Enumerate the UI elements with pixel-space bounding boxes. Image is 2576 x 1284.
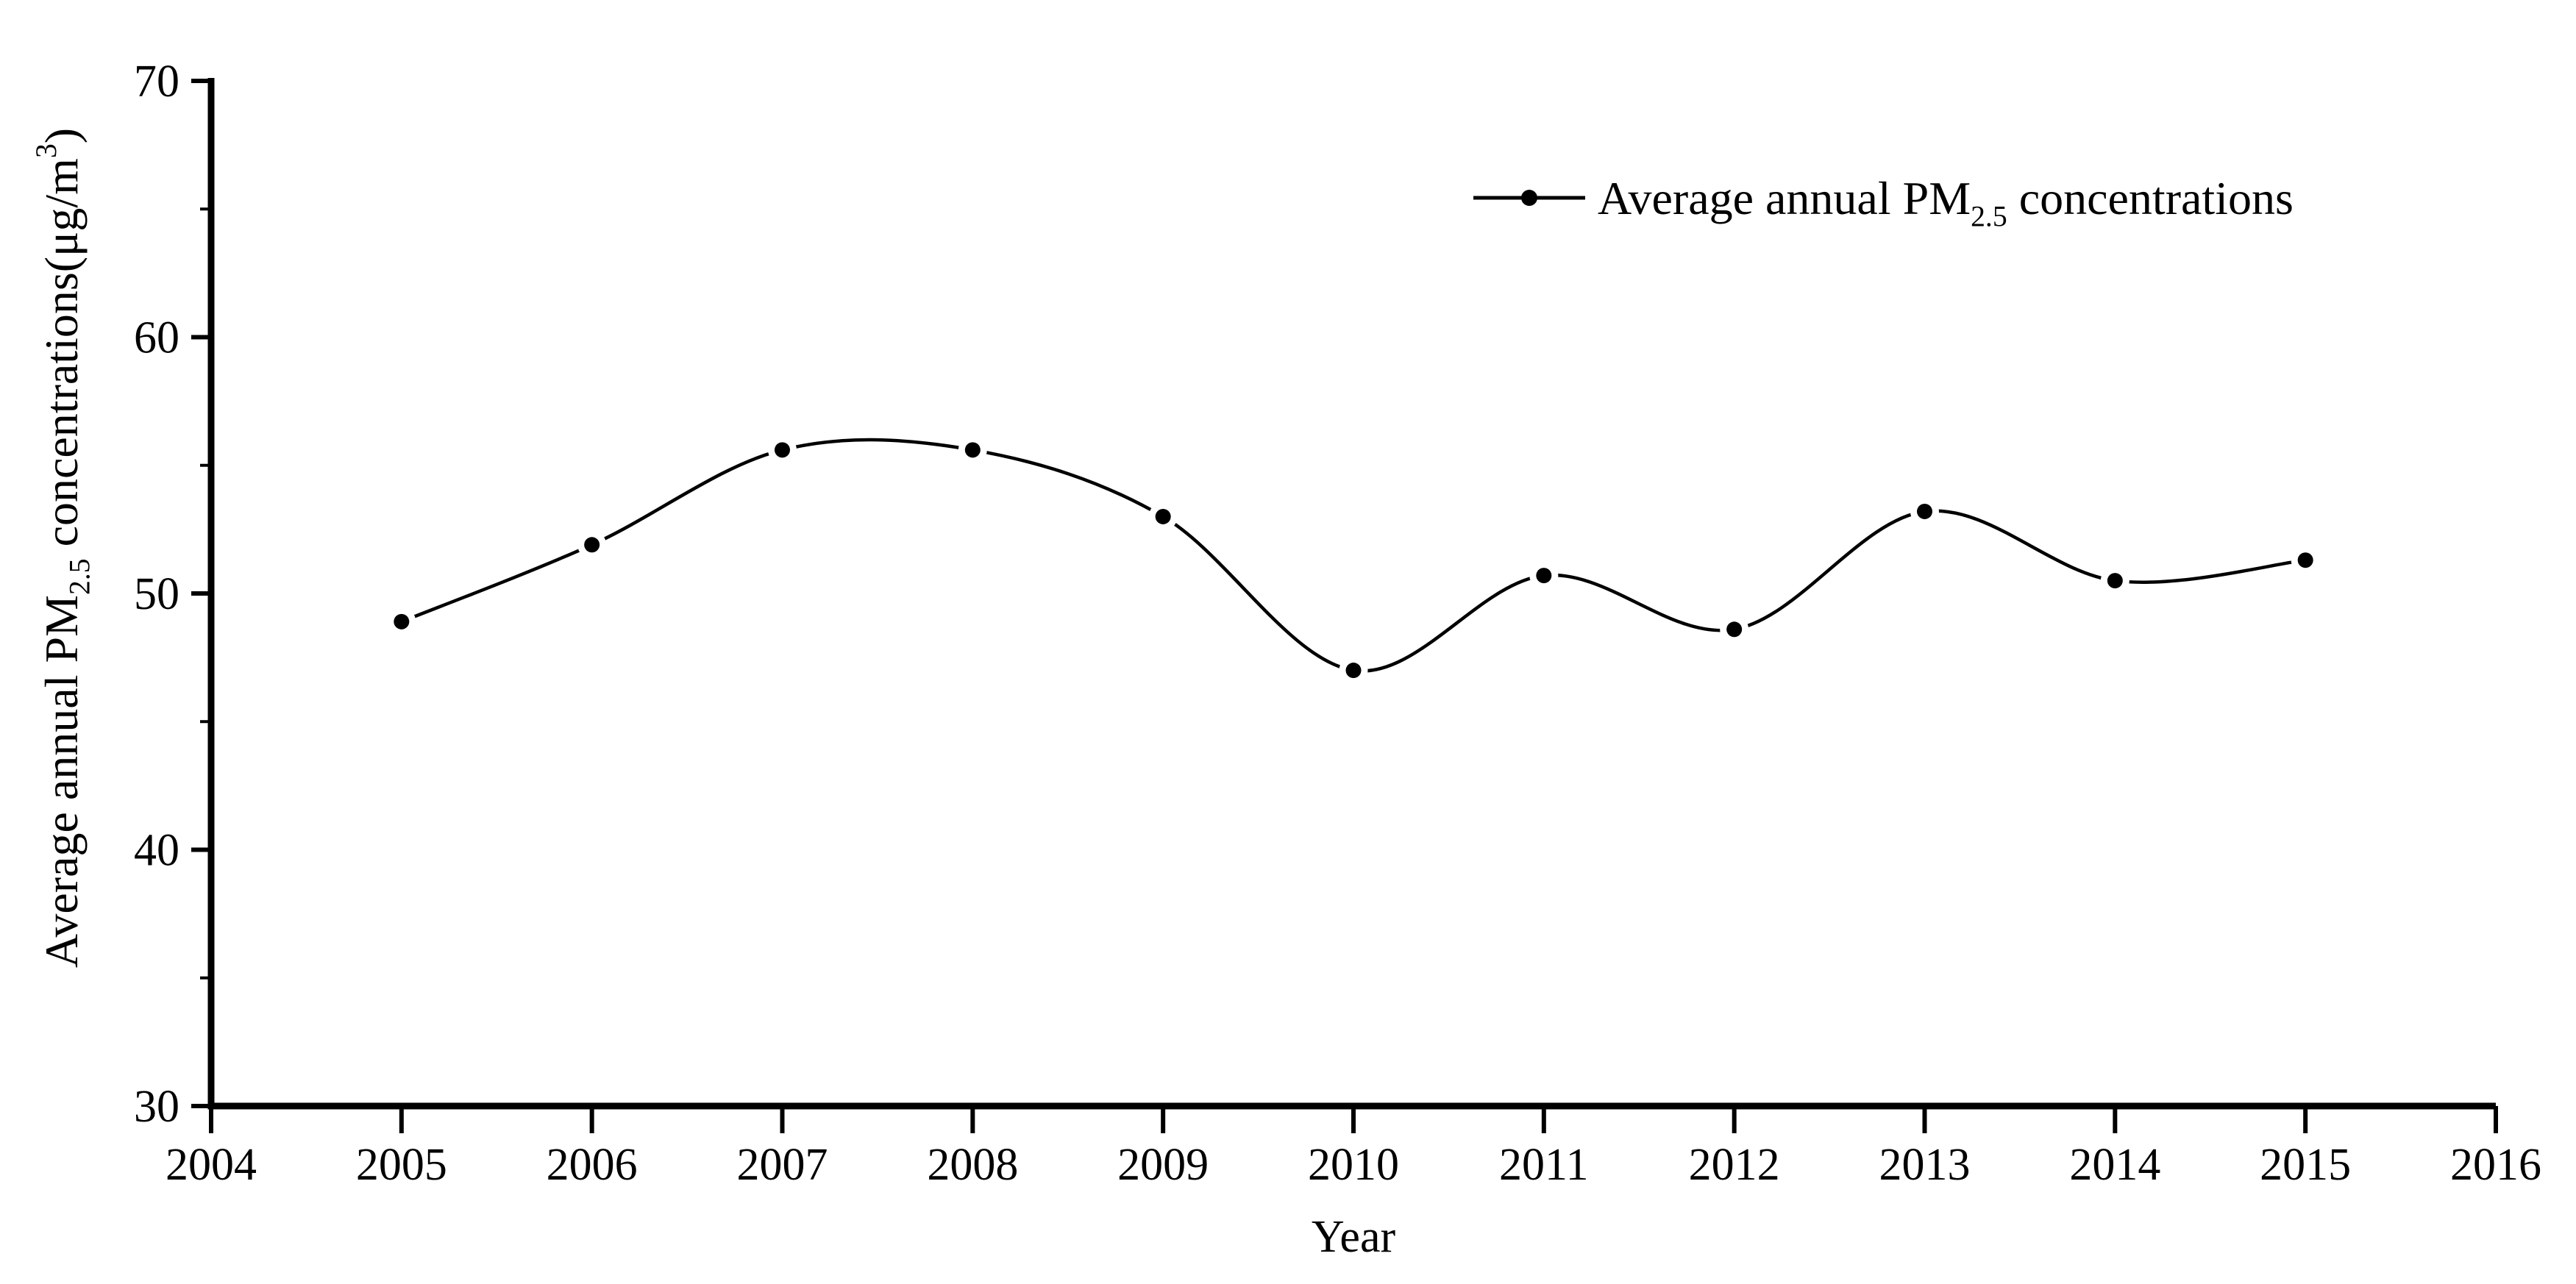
- text-run: Average annual PM: [1598, 172, 1971, 224]
- data-series-line: [400, 438, 2306, 673]
- data-point-marker: [2107, 573, 2123, 589]
- x-axis-tick-label: 2009: [1117, 1140, 1209, 1190]
- data-point-marker: [1917, 503, 1932, 519]
- data-point-marker: [964, 442, 981, 458]
- data-point-marker: [394, 613, 410, 629]
- legend-marker: [1521, 190, 1537, 206]
- y-axis-title: Average annual PM2.5 concentrations(μg/m…: [30, 128, 96, 968]
- titles-layer: Year Average annual PM2.5 concentrations…: [30, 128, 1395, 1262]
- data-point-marker: [584, 537, 600, 553]
- text-run: concentrations: [2007, 172, 2294, 224]
- y-axis-tick-label: 40: [134, 826, 179, 876]
- subscript: 2.5: [1971, 201, 2007, 233]
- x-axis-tick-label: 2015: [2260, 1140, 2351, 1190]
- y-axis-tick-label: 70: [134, 57, 179, 107]
- axes-layer: 30 40 50 60 70 2004 2005 2006 2007 2008 2009 2010 20…: [134, 57, 2541, 1190]
- x-axis-tick-label: 2014: [2069, 1140, 2160, 1190]
- superscript: 3: [30, 143, 63, 158]
- data-point-marker: [1536, 568, 1552, 584]
- x-axis-tick-label: 2012: [1689, 1140, 1780, 1190]
- x-axis-tick-label: 2007: [737, 1140, 828, 1190]
- y-axis-tick-label: 30: [134, 1082, 179, 1132]
- x-axis-tick-label: 2013: [1879, 1140, 1971, 1190]
- y-axis-tick-label: 60: [134, 313, 179, 363]
- text-run: concentrations(μg/m: [35, 158, 88, 558]
- data-point-marker: [1155, 508, 1171, 524]
- subscript: 2.5: [64, 558, 96, 595]
- x-axis-tick-label: 2004: [166, 1140, 257, 1190]
- x-axis-tick-label: 2008: [927, 1140, 1018, 1190]
- data-point-marker: [775, 442, 790, 458]
- legend-layer: Average annual PM2.5 concentrations: [1473, 172, 2294, 233]
- series-layer: [387, 435, 2320, 685]
- text-run: Average annual PM: [35, 595, 88, 968]
- text-run: ): [35, 128, 88, 143]
- x-axis-tick-label: 2006: [547, 1140, 638, 1190]
- y-axis-tick-label: 50: [134, 569, 179, 619]
- x-axis-tick-label: 2011: [1499, 1140, 1589, 1190]
- x-axis-tick-label: 2005: [356, 1140, 447, 1190]
- x-axis-tick-label: 2010: [1308, 1140, 1399, 1190]
- x-axis-title: Year: [1312, 1212, 1396, 1262]
- legend-label: Average annual PM2.5 concentrations: [1598, 172, 2294, 233]
- axis-lines: [207, 78, 2496, 1110]
- data-point-marker: [2297, 552, 2313, 568]
- data-point-marker: [1726, 621, 1743, 638]
- data-point-marker: [1345, 663, 1362, 679]
- x-axis-tick-label: 2016: [2450, 1140, 2541, 1190]
